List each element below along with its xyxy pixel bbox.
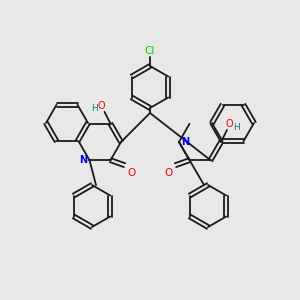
Text: O: O <box>128 168 136 178</box>
Text: O: O <box>98 101 106 111</box>
Text: H: H <box>234 122 240 131</box>
Text: Cl: Cl <box>145 46 155 56</box>
Text: O: O <box>164 168 172 178</box>
Text: N: N <box>181 137 189 147</box>
Text: N: N <box>80 155 88 165</box>
Text: O: O <box>226 119 234 129</box>
Text: H: H <box>91 104 98 113</box>
